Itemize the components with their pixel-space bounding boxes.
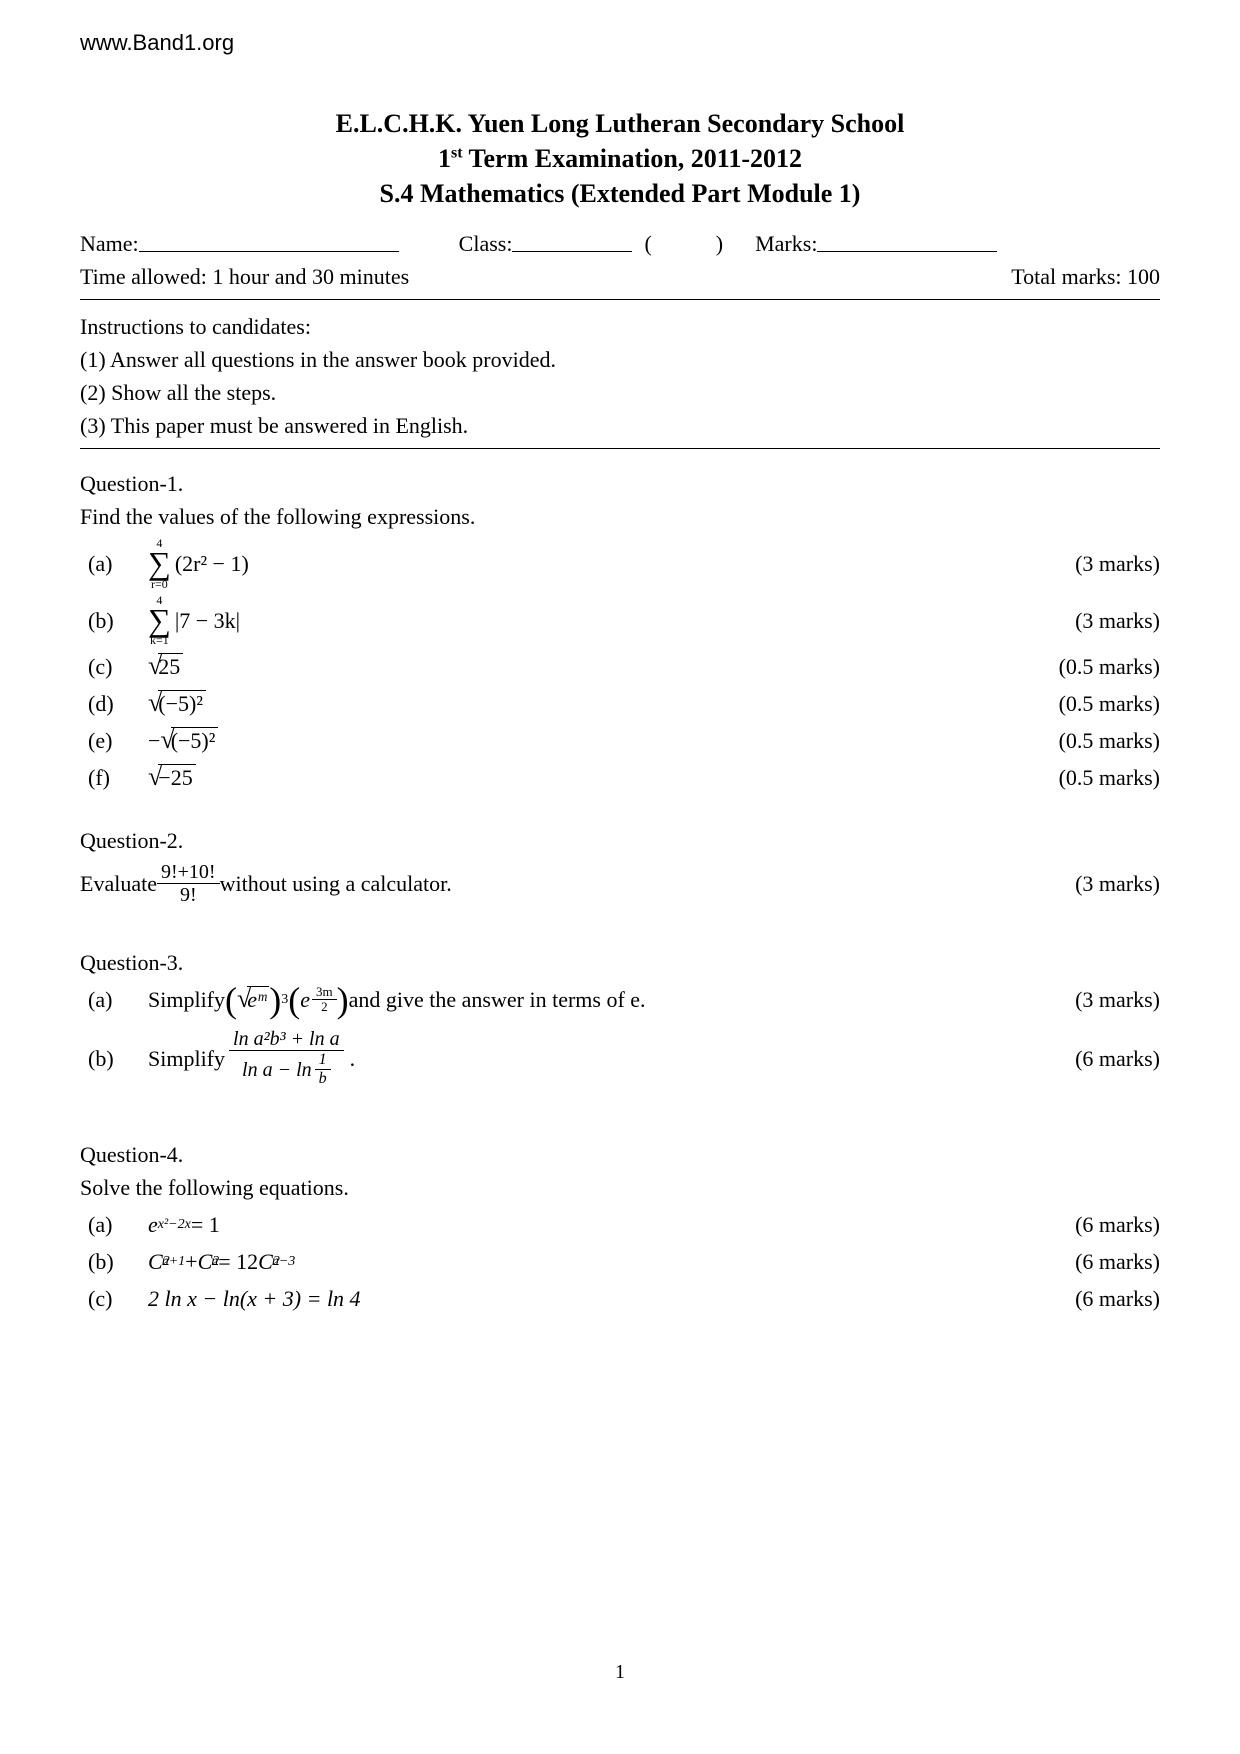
marks-blank	[817, 229, 997, 252]
q3b-pre: Simplify	[148, 1042, 225, 1075]
sqrt-icon: √25	[148, 653, 183, 680]
question-3: Question-3. (a) Simplify ( √eᵐ )3 ( e 3m…	[80, 946, 1160, 1087]
instructions-title: Instructions to candidates:	[80, 310, 1160, 343]
q4-title: Question-4.	[80, 1138, 1160, 1171]
q2-pre: Evaluate	[80, 867, 157, 900]
q1-prompt: Find the values of the following express…	[80, 500, 1160, 533]
sigma-icon: 4 ∑ k=1	[148, 594, 171, 647]
q3b: (b) Simplify ln a²b³ + ln a ln a − ln 1 …	[80, 1028, 1160, 1087]
page-number: 1	[0, 1661, 1240, 1684]
question-2: Question-2. Evaluate 9!+10! 9! without u…	[80, 824, 1160, 906]
instruction-1: (1) Answer all questions in the answer b…	[80, 343, 1160, 376]
q4c-marks: (6 marks)	[1010, 1282, 1160, 1315]
q3b-marks: (6 marks)	[1010, 1042, 1160, 1075]
q1e: (e) − √(−5)² (0.5 marks)	[80, 724, 1160, 757]
q4a-marks: (6 marks)	[1010, 1208, 1160, 1241]
divider-2	[80, 448, 1160, 449]
q1a-marks: (3 marks)	[1010, 547, 1160, 580]
q1e-neg: −	[148, 724, 160, 757]
q4a-label: (a)	[80, 1208, 148, 1241]
q4c: (c) 2 ln x − ln(x + 3) = ln 4 (6 marks)	[80, 1282, 1160, 1315]
q1e-marks: (0.5 marks)	[1010, 724, 1160, 757]
sqrt-icon: √(−5)²	[160, 727, 218, 754]
divider-1	[80, 299, 1160, 300]
q1b-label: (b)	[80, 604, 148, 637]
question-4: Question-4. Solve the following equation…	[80, 1138, 1160, 1315]
info-row-2: Time allowed: 1 hour and 30 minutes Tota…	[80, 262, 1160, 293]
instruction-3: (3) This paper must be answered in Engli…	[80, 409, 1160, 442]
q4-prompt: Solve the following equations.	[80, 1171, 1160, 1204]
school-name: E.L.C.H.K. Yuen Long Lutheran Secondary …	[80, 106, 1160, 141]
instructions: Instructions to candidates: (1) Answer a…	[80, 310, 1160, 442]
q3a-post: and give the answer in terms of e.	[349, 983, 646, 1016]
info-row-1: Name: Class: ( ) Marks:	[80, 229, 1160, 260]
q2-post: without using a calculator.	[220, 867, 452, 900]
q1c: (c) √25 (0.5 marks)	[80, 650, 1160, 683]
q1d-label: (d)	[80, 687, 148, 720]
name-label: Name:	[80, 229, 139, 260]
sqrt-icon: √(−5)²	[148, 690, 206, 717]
q3b-dot: .	[350, 1042, 356, 1075]
q1b-expr: |7 − 3k|	[175, 604, 240, 637]
q4b: (b) C2n+1 + C2n = 12 C2n−3 (6 marks)	[80, 1245, 1160, 1278]
q1c-marks: (0.5 marks)	[1010, 650, 1160, 683]
q2-fraction: 9!+10! 9!	[157, 861, 220, 906]
name-blank	[139, 229, 399, 252]
q1a: (a) 4 ∑ r=0 (2r² − 1) (3 marks)	[80, 537, 1160, 590]
q4c-expr: 2 ln x − ln(x + 3) = ln 4	[148, 1282, 361, 1315]
question-1: Question-1. Find the values of the follo…	[80, 467, 1160, 795]
class-label: Class:	[459, 229, 513, 260]
q1c-label: (c)	[80, 650, 148, 683]
q1b-marks: (3 marks)	[1010, 604, 1160, 637]
q3a: (a) Simplify ( √eᵐ )3 ( e 3m 2 ) and giv…	[80, 983, 1160, 1016]
instruction-2: (2) Show all the steps.	[80, 376, 1160, 409]
q1f: (f) √−25 (0.5 marks)	[80, 761, 1160, 794]
q3a-marks: (3 marks)	[1010, 983, 1160, 1016]
q1d-marks: (0.5 marks)	[1010, 687, 1160, 720]
subject-title: S.4 Mathematics (Extended Part Module 1)	[80, 176, 1160, 211]
q1-title: Question-1.	[80, 467, 1160, 500]
exam-header: E.L.C.H.K. Yuen Long Lutheran Secondary …	[80, 106, 1160, 211]
q3a-label: (a)	[80, 983, 148, 1016]
paren-open: (	[632, 229, 663, 260]
q2-title: Question-2.	[80, 824, 1160, 857]
q4c-label: (c)	[80, 1282, 148, 1315]
q1b: (b) 4 ∑ k=1 |7 − 3k| (3 marks)	[80, 594, 1160, 647]
q1a-expr: (2r² − 1)	[175, 547, 249, 580]
q1f-label: (f)	[80, 761, 148, 794]
exam-term: 1st Term Examination, 2011-2012	[80, 141, 1160, 176]
q1f-marks: (0.5 marks)	[1010, 761, 1160, 794]
total-marks: Total marks: 100	[1011, 262, 1160, 293]
sigma-icon: 4 ∑ r=0	[148, 537, 171, 590]
paren-close: )	[704, 229, 735, 260]
q4b-label: (b)	[80, 1245, 148, 1278]
q3-title: Question-3.	[80, 946, 1160, 979]
q1e-label: (e)	[80, 724, 148, 757]
source-url: www.Band1.org	[80, 30, 1160, 56]
class-blank	[512, 229, 632, 252]
q3b-label: (b)	[80, 1042, 148, 1075]
sqrt-icon: √−25	[148, 764, 196, 791]
sqrt-icon: √eᵐ	[237, 986, 269, 1013]
q4a: (a) ex²−2x = 1 (6 marks)	[80, 1208, 1160, 1241]
marks-label: Marks:	[755, 229, 817, 260]
q1a-label: (a)	[80, 547, 148, 580]
q4b-marks: (6 marks)	[1010, 1245, 1160, 1278]
q3b-fraction: ln a²b³ + ln a ln a − ln 1 b	[229, 1028, 344, 1087]
q3a-pre: Simplify	[148, 983, 225, 1016]
q1d: (d) √(−5)² (0.5 marks)	[80, 687, 1160, 720]
time-allowed: Time allowed: 1 hour and 30 minutes	[80, 262, 409, 293]
q2-marks: (3 marks)	[1010, 867, 1160, 900]
